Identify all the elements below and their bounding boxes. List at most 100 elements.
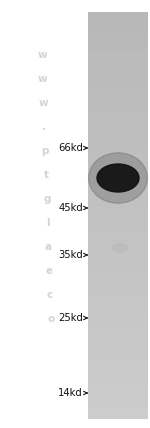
Bar — [88, 187, 148, 188]
Bar — [88, 281, 148, 283]
Bar — [88, 257, 148, 259]
Bar — [88, 150, 148, 152]
Bar — [88, 254, 148, 256]
Bar — [88, 132, 148, 134]
Bar — [88, 80, 148, 81]
Bar — [88, 200, 148, 202]
Bar — [88, 396, 148, 398]
Bar — [88, 222, 148, 223]
Bar — [88, 31, 148, 33]
Bar — [88, 224, 148, 226]
Bar — [88, 118, 148, 119]
Bar — [88, 244, 148, 245]
Bar — [88, 235, 148, 237]
Bar — [88, 307, 148, 309]
Bar — [88, 38, 148, 39]
Bar — [88, 90, 148, 92]
Bar — [88, 27, 148, 29]
Bar — [88, 239, 148, 241]
Bar — [88, 98, 148, 101]
Bar — [88, 62, 148, 64]
Bar — [88, 81, 148, 83]
Bar — [88, 223, 148, 225]
Bar — [88, 154, 148, 156]
Bar — [88, 95, 148, 96]
Bar — [88, 352, 148, 354]
Bar — [88, 137, 148, 138]
Bar — [88, 68, 148, 69]
Bar — [88, 181, 148, 183]
Bar — [88, 282, 148, 285]
Bar — [88, 353, 148, 355]
Bar — [88, 12, 148, 14]
Bar — [88, 268, 148, 270]
Bar — [88, 306, 148, 308]
Bar — [88, 35, 148, 37]
Ellipse shape — [113, 244, 127, 252]
Bar — [88, 265, 148, 267]
Bar — [88, 63, 148, 65]
Bar — [88, 165, 148, 167]
Bar — [88, 260, 148, 262]
Bar — [88, 139, 148, 141]
Bar — [88, 208, 148, 210]
Bar — [88, 376, 148, 377]
Bar — [88, 212, 148, 214]
Bar — [88, 374, 148, 377]
Bar — [88, 404, 148, 406]
Bar — [88, 42, 148, 44]
Bar — [88, 142, 148, 144]
Bar — [88, 207, 148, 209]
Bar — [88, 371, 148, 372]
Text: g: g — [43, 194, 51, 204]
Bar — [88, 399, 148, 401]
Bar — [88, 277, 148, 279]
Bar — [88, 26, 148, 27]
Bar — [88, 82, 148, 84]
Bar — [88, 178, 148, 180]
Bar — [88, 363, 148, 364]
Bar — [88, 18, 148, 19]
Text: 25kd: 25kd — [58, 313, 83, 323]
Bar — [88, 46, 148, 48]
Bar — [88, 413, 148, 414]
Bar — [88, 21, 148, 24]
Bar — [88, 261, 148, 263]
Bar — [88, 304, 148, 306]
Bar — [88, 50, 148, 52]
Bar — [88, 104, 148, 106]
Bar — [88, 337, 148, 339]
Bar — [88, 45, 148, 46]
Bar — [88, 74, 148, 76]
Bar — [88, 344, 148, 345]
Bar — [88, 348, 148, 350]
Bar — [88, 126, 148, 128]
Bar — [88, 215, 148, 217]
Bar — [88, 330, 148, 332]
Bar — [88, 406, 148, 408]
Bar — [88, 249, 148, 251]
Bar — [88, 285, 148, 287]
Bar — [88, 118, 148, 119]
Bar — [88, 345, 148, 347]
Bar — [88, 315, 148, 317]
Bar — [88, 300, 148, 302]
Bar — [88, 210, 148, 211]
Bar — [88, 414, 148, 416]
Bar — [88, 394, 148, 395]
Bar — [88, 351, 148, 352]
Bar — [88, 157, 148, 159]
Bar — [88, 398, 148, 399]
Bar — [88, 53, 148, 55]
Bar — [88, 166, 148, 168]
Bar — [88, 323, 148, 325]
Bar — [88, 73, 148, 75]
Text: o: o — [47, 314, 54, 324]
Bar — [88, 268, 148, 270]
Bar — [88, 69, 148, 71]
Bar — [88, 252, 148, 253]
Bar — [88, 242, 148, 244]
Bar — [88, 226, 148, 228]
Bar — [88, 113, 148, 116]
Bar — [88, 71, 148, 73]
